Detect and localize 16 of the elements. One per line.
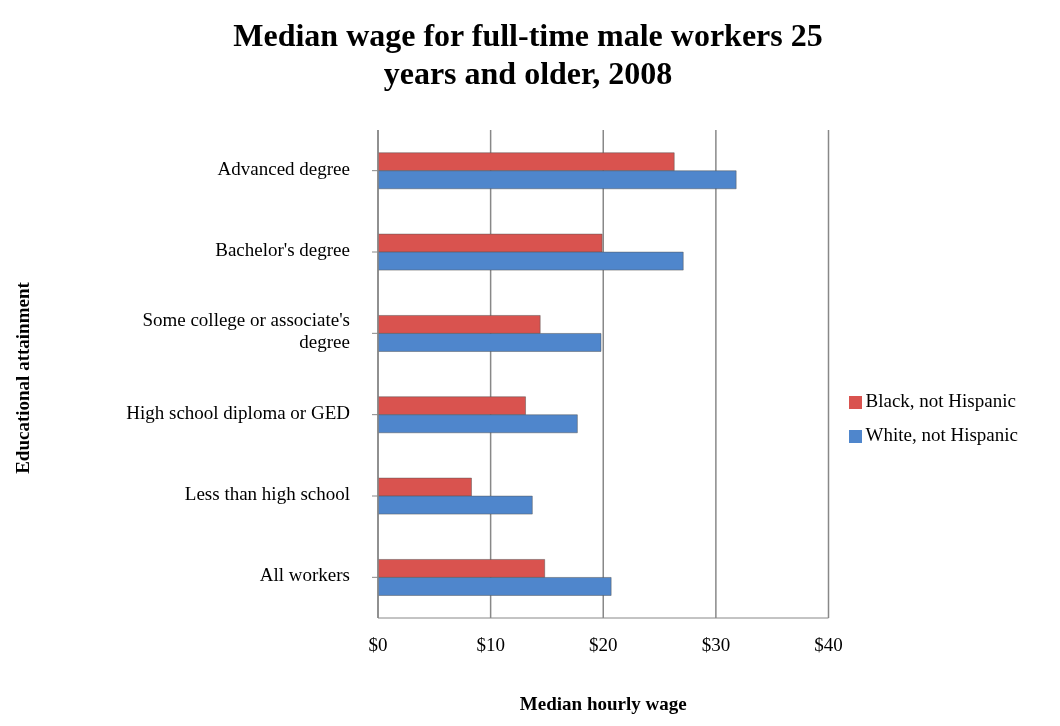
x-tick-label: $30 <box>701 634 731 656</box>
chart-title: Median wage for full-time male workers 25 years and older, 2008 <box>232 16 824 92</box>
y-tick-label: All workers <box>259 564 350 586</box>
x-tick-label: $10 <box>476 634 505 656</box>
y-tick-label: Advanced degree <box>217 158 350 180</box>
x-tick-label: $20 <box>589 634 618 656</box>
x-tick-label: $40 <box>814 634 843 656</box>
y-tick-label: High school diploma or GED <box>126 402 350 424</box>
legend-label: White, not Hispanic <box>865 424 1018 445</box>
legend-label: Black, not Hispanic <box>865 390 1016 411</box>
x-tick-label: $0 <box>368 634 388 656</box>
x-axis-title: Median hourly wage <box>519 693 687 714</box>
y-axis-title: Educational attainment <box>12 282 34 474</box>
y-tick-label: Some college or associate's degree <box>142 309 350 353</box>
y-tick-label: Bachelor's degree <box>215 239 350 261</box>
y-tick-label: Less than high school <box>184 483 350 505</box>
